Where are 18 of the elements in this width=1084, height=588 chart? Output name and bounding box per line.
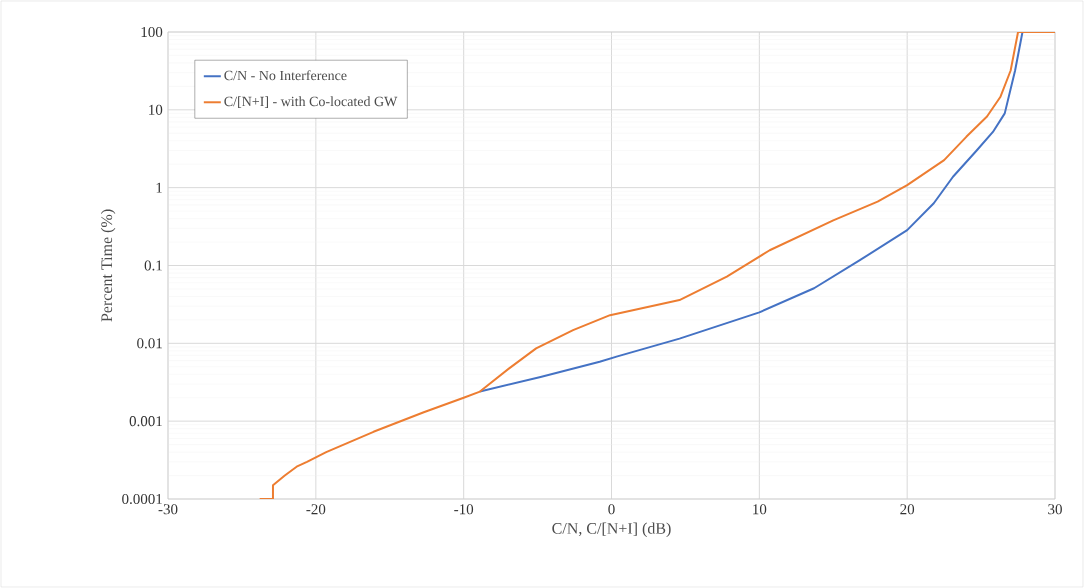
y-tick-label: 100 — [141, 26, 163, 38]
x-tick-label: -20 — [306, 504, 326, 515]
x-tick-label: 20 — [900, 504, 915, 515]
x-tick-label: 0 — [608, 504, 615, 515]
y-tick-label: 0.0001 — [122, 493, 162, 505]
x-tick-label: 30 — [1048, 504, 1062, 515]
x-tick-label: -10 — [454, 504, 474, 515]
x-tick-label: 10 — [753, 504, 767, 515]
y-tick-label: 0.1 — [144, 260, 162, 271]
y-tick-label: 0.001 — [129, 416, 162, 427]
y-axis-title: Percent Time (%) — [100, 209, 116, 322]
legend-label: C/N - No Interference — [224, 70, 347, 81]
y-tick-label: 1 — [156, 182, 162, 193]
y-tick-label: 10 — [149, 104, 163, 115]
legend-label: C/[N+I] - with Co-located GW — [224, 96, 398, 108]
x-tick-label: -30 — [158, 504, 178, 515]
x-axis-title: C/N, C/[N+I] (dB) — [552, 522, 671, 538]
y-tick-label: 0.01 — [137, 338, 162, 349]
